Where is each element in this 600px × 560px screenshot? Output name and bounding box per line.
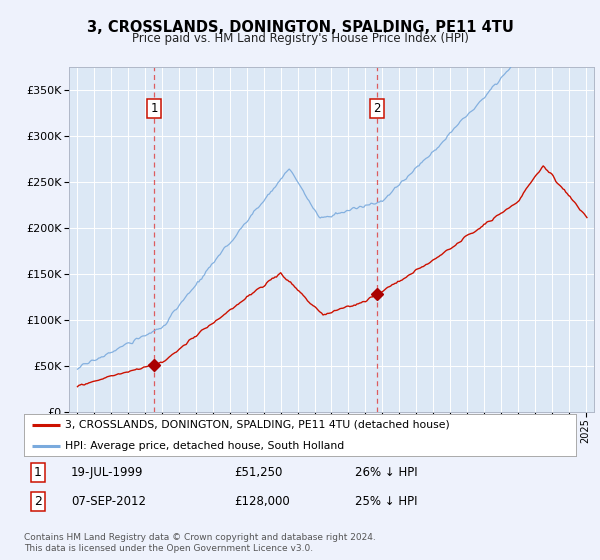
Text: £128,000: £128,000 xyxy=(234,495,290,508)
Text: 07-SEP-2012: 07-SEP-2012 xyxy=(71,495,146,508)
Text: 2: 2 xyxy=(34,495,42,508)
Text: 3, CROSSLANDS, DONINGTON, SPALDING, PE11 4TU (detached house): 3, CROSSLANDS, DONINGTON, SPALDING, PE11… xyxy=(65,420,450,430)
Text: 25% ↓ HPI: 25% ↓ HPI xyxy=(355,495,418,508)
Text: £51,250: £51,250 xyxy=(234,466,282,479)
Text: 2: 2 xyxy=(373,102,380,115)
Text: HPI: Average price, detached house, South Holland: HPI: Average price, detached house, Sout… xyxy=(65,441,344,451)
Text: 26% ↓ HPI: 26% ↓ HPI xyxy=(355,466,418,479)
Text: Price paid vs. HM Land Registry's House Price Index (HPI): Price paid vs. HM Land Registry's House … xyxy=(131,32,469,45)
Text: 1: 1 xyxy=(151,102,158,115)
Text: 1: 1 xyxy=(34,466,42,479)
Text: Contains HM Land Registry data © Crown copyright and database right 2024.
This d: Contains HM Land Registry data © Crown c… xyxy=(24,533,376,553)
Text: 19-JUL-1999: 19-JUL-1999 xyxy=(71,466,143,479)
Text: 3, CROSSLANDS, DONINGTON, SPALDING, PE11 4TU: 3, CROSSLANDS, DONINGTON, SPALDING, PE11… xyxy=(86,20,514,35)
